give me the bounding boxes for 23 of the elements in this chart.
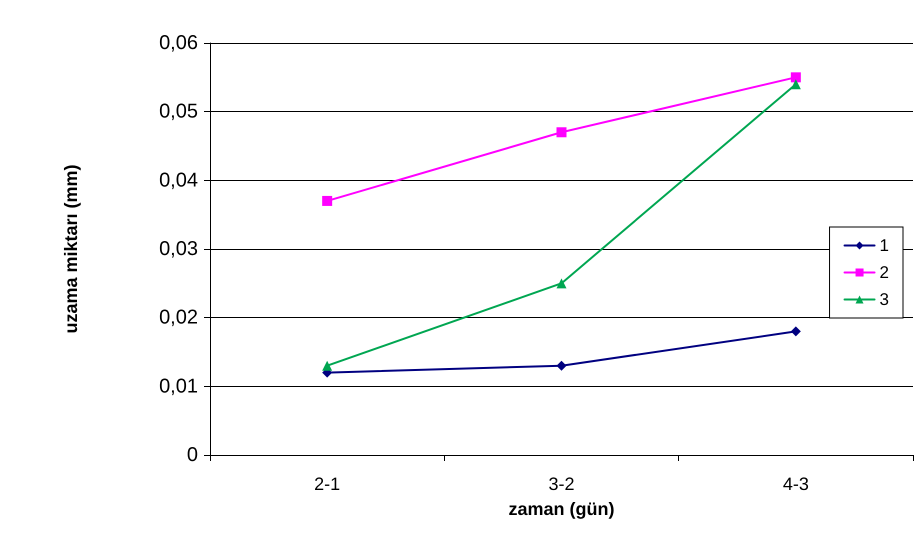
y-tick-label: 0,05 [159,100,198,123]
x-tick-label: 2-1 [314,474,340,494]
point [322,196,332,206]
y-tick-label: 0,06 [159,32,198,54]
y-tick-label: 0,04 [159,169,198,192]
point [556,127,566,138]
legend-label: 3 [880,290,890,309]
legend-label: 2 [880,263,890,282]
y-axis-title: uzama miktarı (mm) [61,164,81,334]
point [556,360,566,371]
x-axis-title: zaman (gün) [508,499,614,519]
y-tick-label: 0,01 [159,375,198,398]
legend-label: 1 [880,236,890,255]
x-tick-label: 4-3 [782,474,809,494]
point [790,72,801,82]
y-tick-label: 0 [186,444,198,466]
point [790,79,801,90]
point [790,326,801,336]
y-tick-label: 0,03 [159,238,198,260]
y-tick-label: 0,02 [159,306,198,329]
x-tick-label: 3-2 [548,474,575,494]
point [556,278,566,288]
point [322,360,332,371]
